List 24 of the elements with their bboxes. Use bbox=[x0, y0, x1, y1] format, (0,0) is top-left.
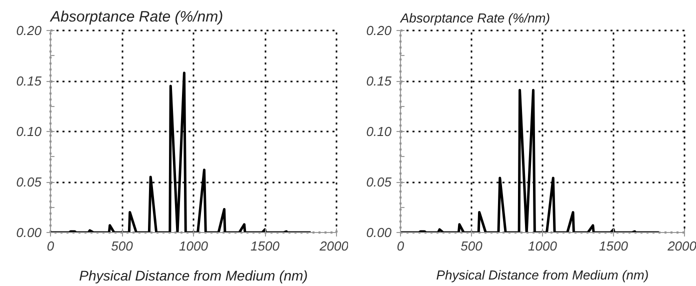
y-tick-label: 0.15 bbox=[16, 74, 42, 88]
x-tick-label: 1500 bbox=[250, 238, 280, 254]
y-tick-label: 0.05 bbox=[16, 174, 42, 190]
x-tick-label: 500 bbox=[460, 238, 484, 254]
y-tick-label: 0.15 bbox=[366, 74, 392, 88]
x-tick-label: 1000 bbox=[528, 238, 558, 254]
y-tick-label: 0.05 bbox=[366, 174, 392, 190]
x-tick-label: 1000 bbox=[179, 238, 209, 254]
x-tick-label: 0 bbox=[396, 238, 405, 254]
y-tick-label: 0.10 bbox=[16, 124, 42, 139]
x-tick-label: 2000 bbox=[318, 238, 350, 254]
x-axis-title: Physical Distance from Medium (nm) bbox=[79, 268, 308, 284]
y-axis-title: Absorptance Rate (%/nm) bbox=[50, 8, 224, 26]
x-tick-label: 1500 bbox=[599, 238, 629, 254]
y-tick-label: 0.00 bbox=[16, 225, 42, 240]
x-tick-label: 2000 bbox=[666, 238, 696, 254]
y-tick-label: 0.20 bbox=[16, 23, 42, 38]
y-tick-label: 0.20 bbox=[366, 23, 392, 38]
x-tick-label: 0 bbox=[46, 238, 55, 254]
y-tick-label: 0.00 bbox=[366, 225, 392, 240]
y-tick-label: 0.10 bbox=[366, 124, 392, 139]
x-axis-title: Physical Distance from Medium (nm) bbox=[436, 268, 649, 282]
y-axis-title: Absorptance Rate (%/nm) bbox=[400, 10, 550, 26]
x-tick-label: 500 bbox=[111, 238, 134, 254]
